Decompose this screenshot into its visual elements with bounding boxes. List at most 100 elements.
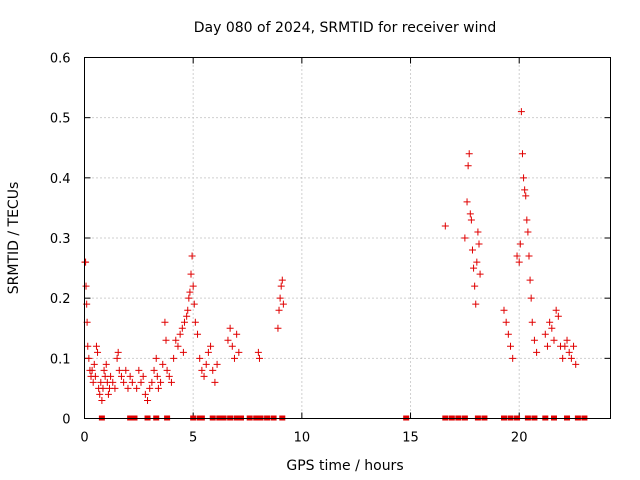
data-point: [500, 306, 508, 314]
data-point: [502, 318, 510, 326]
data-point: [504, 330, 512, 338]
data-point: [235, 348, 243, 356]
data-point: [471, 282, 479, 290]
data-point: [92, 342, 100, 350]
data-point: [441, 222, 449, 230]
data-point: [174, 342, 182, 350]
data-point: [133, 384, 141, 392]
data-point: [563, 336, 571, 344]
data-point: [157, 378, 165, 386]
y-axis-label: SRMTID / TECUs: [6, 182, 22, 295]
data-point: [180, 318, 188, 326]
x-tick-label: 15: [402, 431, 419, 446]
data-point: [463, 198, 471, 206]
data-point: [186, 288, 194, 296]
data-point: [209, 366, 217, 374]
data-point: [552, 306, 560, 314]
data-point: [124, 384, 132, 392]
data-point: [474, 228, 482, 236]
data-point: [530, 336, 538, 344]
data-point: [254, 348, 262, 356]
data-point: [525, 252, 533, 260]
y-tick-label: 0.5: [50, 112, 71, 127]
data-point: [179, 348, 187, 356]
data-point: [572, 360, 580, 368]
chart-title: Day 080 of 2024, SRMTID for receiver win…: [194, 20, 497, 36]
data-point: [135, 366, 143, 374]
data-point: [202, 360, 210, 368]
y-tick-label: 0.6: [50, 52, 71, 67]
data-point: [189, 282, 197, 290]
data-point: [188, 252, 196, 260]
data-point: [163, 366, 171, 374]
y-tick-label: 0.1: [50, 352, 71, 367]
data-point: [91, 372, 99, 380]
data-point: [467, 216, 475, 224]
data-point: [526, 276, 534, 284]
data-point: [466, 210, 474, 218]
data-point: [172, 336, 180, 344]
data-point: [141, 390, 149, 398]
x-tick-label: 5: [189, 431, 197, 446]
data-point: [139, 372, 147, 380]
data-point: [107, 372, 115, 380]
data-point: [120, 378, 128, 386]
data-point: [559, 354, 567, 362]
data-point: [170, 354, 178, 362]
data-point: [550, 336, 558, 344]
data-point: [515, 258, 523, 266]
data-point: [150, 366, 158, 374]
data-point: [475, 240, 483, 248]
data-point: [472, 300, 480, 308]
data-point: [82, 258, 90, 266]
axis-ticks: 0 0.1 0.2 0.3 0.4 0.5 0.6 0 5 10 15 20: [50, 52, 611, 446]
data-point: [213, 360, 221, 368]
data-point: [523, 216, 531, 224]
data-point: [554, 312, 562, 320]
data-point: [137, 378, 145, 386]
data-point: [521, 186, 529, 194]
data-point: [98, 396, 106, 404]
data-point: [146, 384, 154, 392]
data-points: [81, 108, 588, 421]
data-point: [194, 330, 202, 338]
data-point: [570, 342, 578, 350]
data-point: [465, 150, 473, 158]
data-point: [159, 360, 167, 368]
data-point: [161, 318, 169, 326]
data-point: [473, 258, 481, 266]
data-point: [122, 366, 130, 374]
data-point: [94, 348, 102, 356]
data-point: [522, 192, 530, 200]
plot-frame: [84, 57, 611, 419]
data-point: [224, 336, 232, 344]
data-point: [204, 348, 212, 356]
data-point: [561, 342, 569, 350]
data-point: [200, 372, 208, 380]
data-point: [277, 282, 285, 290]
y-tick-label: 0.3: [50, 232, 71, 247]
data-point: [230, 354, 238, 362]
data-point: [114, 348, 122, 356]
data-point: [111, 384, 119, 392]
data-point: [548, 324, 556, 332]
data-point: [128, 378, 136, 386]
data-point: [82, 282, 90, 290]
data-point: [100, 366, 108, 374]
data-point: [524, 228, 532, 236]
data-point: [507, 342, 515, 350]
data-point: [88, 366, 96, 374]
data-point: [90, 360, 98, 368]
data-point: [517, 108, 525, 116]
data-point: [546, 318, 554, 326]
data-point: [183, 312, 191, 320]
data-point: [84, 342, 92, 350]
data-point: [191, 318, 199, 326]
grid-lines: [84, 57, 611, 419]
data-point: [148, 378, 156, 386]
data-point: [99, 384, 107, 392]
data-point: [165, 372, 173, 380]
data-point: [184, 306, 192, 314]
data-point: [198, 366, 206, 374]
